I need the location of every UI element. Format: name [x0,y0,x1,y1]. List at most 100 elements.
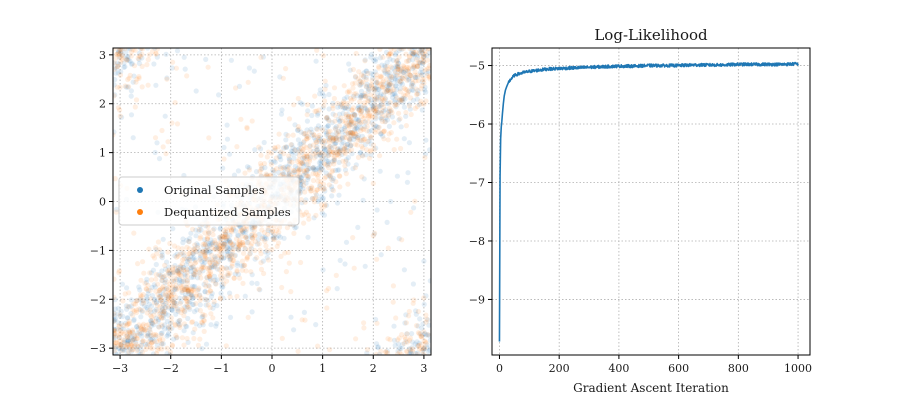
scatter-point [327,136,333,142]
scatter-point [366,98,372,104]
scatter-point [221,241,227,247]
scatter-point [309,103,315,109]
scatter-point [319,165,325,171]
scatter-point [252,147,258,153]
scatter-point [387,75,393,81]
scatter-point [244,164,251,170]
scatter-point [221,281,227,287]
scatter-point [231,172,238,178]
scatter-point [118,326,124,332]
scatter-point [360,79,366,85]
scatter-point [240,239,246,246]
scatter-point [203,302,209,308]
scatter-point [174,121,181,127]
scatter-point [249,240,255,246]
scatter-point [202,250,208,256]
scatter-point [398,97,404,104]
scatter-point [124,56,130,63]
scatter-point [177,277,183,284]
scatter-point [167,349,173,355]
scatter-point [414,339,420,345]
scatter-point [198,275,204,281]
scatter-point [352,74,359,80]
scatter-point [214,277,220,283]
scatter-point [159,322,165,328]
scatter-point [359,109,365,115]
scatter-point [406,346,412,352]
scatter-point [207,288,213,294]
scatter-point [410,87,416,93]
scatter-point [131,230,137,236]
scatter-point [160,313,166,319]
scatter-point [211,264,217,270]
scatter-point [180,265,187,271]
scatter-point [276,153,282,160]
scatter-point [332,167,339,173]
scatter-point [141,326,147,332]
scatter-point [122,347,128,353]
scatter-point [291,230,297,236]
scatter-point [367,133,373,139]
scatter-point [210,264,216,270]
scatter-point [361,70,367,76]
legend-marker-dequantized [137,209,143,215]
scatter-point [128,93,134,99]
scatter-point [159,255,165,261]
line-xtick-label: 200 [549,362,570,375]
scatter-point [134,297,140,304]
scatter-point [339,135,345,141]
scatter-point [123,84,129,90]
scatter-point [283,269,289,275]
scatter-point [394,87,400,93]
scatter-point [336,148,342,154]
scatter-point [393,83,399,89]
scatter-point [368,135,374,141]
scatter-point [119,329,125,335]
scatter-point [419,48,425,54]
scatter-point [182,66,188,72]
scatter-point [147,307,153,313]
scatter-point [298,129,304,135]
scatter-point [327,128,333,134]
legend-label-dequantized: Dequantized Samples [164,205,291,219]
scatter-point [387,100,393,106]
scatter-point [394,173,400,179]
scatter-point [399,75,405,81]
scatter-point [333,134,339,140]
scatter-point [420,60,426,66]
scatter-point [371,106,377,112]
scatter-point [307,156,313,162]
scatter-point [195,342,201,348]
scatter-point [227,265,233,271]
scatter-xtick-label: 1 [319,362,326,375]
scatter-point [225,272,231,278]
scatter-point [388,51,394,57]
scatter-point [420,54,426,60]
scatter-ytick-label: −3 [90,342,106,355]
scatter-point [409,331,415,337]
scatter-point [417,48,423,54]
scatter-point [162,322,168,328]
scatter-point [193,269,199,275]
scatter-point [357,121,363,127]
scatter-point [190,295,196,301]
scatter-point [366,138,372,144]
scatter-point [254,280,260,287]
scatter-point [369,51,375,57]
scatter-point [208,237,214,243]
scatter-point [227,257,233,263]
scatter-point [386,70,392,76]
scatter-point [271,236,277,243]
scatter-point [377,115,384,121]
scatter-point [333,179,339,185]
scatter-point [188,230,194,236]
scatter-point [214,321,220,327]
scatter-point [421,53,427,60]
scatter-point [235,247,242,253]
scatter-point [158,293,164,299]
line-ytick-label: −6 [469,118,485,131]
scatter-point [358,149,364,155]
scatter-point [113,129,117,135]
scatter-point [318,136,324,142]
scatter-point [173,294,179,300]
